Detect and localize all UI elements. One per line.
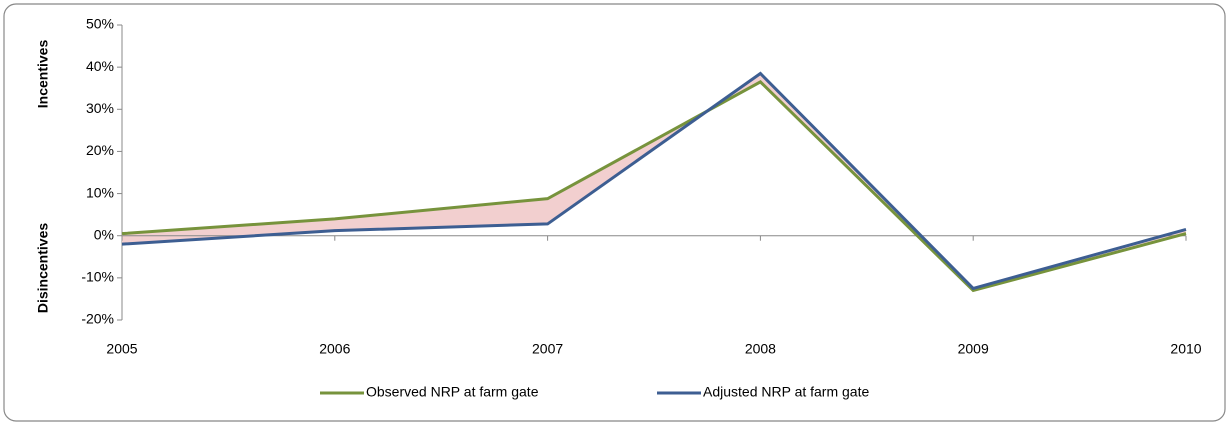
y-tick-label: -10%	[81, 269, 114, 285]
legend-label: Adjusted NRP at farm gate	[703, 384, 869, 400]
x-tick-label: 2008	[745, 341, 776, 357]
y-axis-label-upper: Incentives	[35, 40, 51, 109]
legend-label: Observed NRP at farm gate	[366, 384, 539, 400]
series-line	[121, 80, 1187, 293]
x-tick-label: 2007	[532, 341, 563, 357]
y-axis-label-lower: Disincentives	[35, 223, 51, 313]
y-tick-label: 10%	[86, 184, 114, 200]
x-tick-label: 2005	[106, 341, 137, 357]
y-tick-label: 40%	[86, 58, 114, 74]
y-tick-label: 50%	[86, 16, 114, 32]
x-tick-label: 2009	[958, 341, 989, 357]
y-tick-label: 30%	[86, 100, 114, 116]
y-tick-label: -20%	[81, 311, 114, 327]
x-tick-label: 2006	[319, 341, 350, 357]
y-tick-label: 0%	[94, 226, 114, 242]
y-tick-label: 20%	[86, 142, 114, 158]
series-line	[121, 71, 1187, 291]
chart-frame	[3, 3, 1226, 422]
x-tick-label: 2010	[1170, 341, 1201, 357]
